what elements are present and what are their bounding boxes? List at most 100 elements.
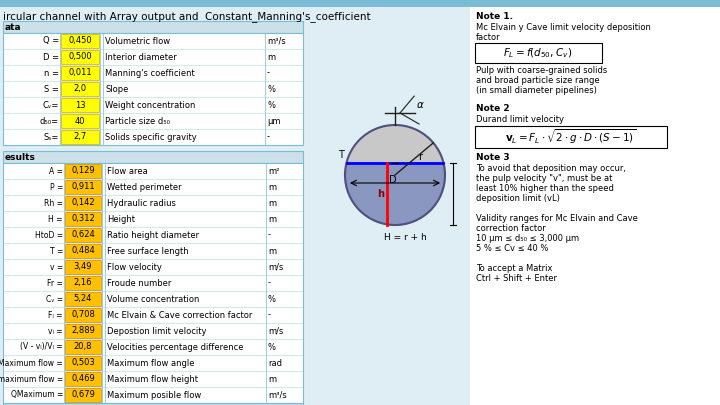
Text: Maximum posible flow: Maximum posible flow	[107, 390, 202, 399]
Text: deposition limit (vL): deposition limit (vL)	[476, 194, 560, 203]
Text: esults: esults	[5, 153, 36, 162]
Text: 5,24: 5,24	[74, 294, 92, 303]
Polygon shape	[346, 162, 444, 225]
Text: Manning's coefficient: Manning's coefficient	[105, 68, 194, 77]
Text: v =: v =	[50, 262, 63, 271]
FancyBboxPatch shape	[65, 276, 101, 290]
Text: A =: A =	[49, 166, 63, 175]
Text: Pulp with coarse-grained solids: Pulp with coarse-grained solids	[476, 66, 607, 75]
Text: Wetted perimeter: Wetted perimeter	[107, 183, 181, 192]
Text: -: -	[268, 311, 271, 320]
FancyBboxPatch shape	[65, 180, 101, 194]
FancyBboxPatch shape	[61, 34, 99, 48]
FancyBboxPatch shape	[0, 0, 720, 7]
FancyBboxPatch shape	[65, 388, 101, 402]
Text: 0,708: 0,708	[71, 311, 95, 320]
Text: Mc Elvain & Cave correction factor: Mc Elvain & Cave correction factor	[107, 311, 253, 320]
Text: Fₗ =: Fₗ =	[48, 311, 63, 320]
FancyBboxPatch shape	[470, 7, 720, 405]
Text: T =: T =	[50, 247, 63, 256]
Text: 3,49: 3,49	[73, 262, 92, 271]
Text: 0,911: 0,911	[71, 183, 95, 192]
Text: Slope: Slope	[105, 85, 128, 94]
Text: 0,503: 0,503	[71, 358, 95, 367]
Text: m: m	[268, 375, 276, 384]
Text: (V - vₗ)/Vₗ =: (V - vₗ)/Vₗ =	[20, 343, 63, 352]
Text: 0,484: 0,484	[71, 247, 95, 256]
Text: Mc Elvain y Cave limit velocity deposition: Mc Elvain y Cave limit velocity depositi…	[476, 23, 651, 32]
Text: 20,8: 20,8	[73, 343, 92, 352]
Text: Hydraulic radius: Hydraulic radius	[107, 198, 176, 207]
Text: 2,0: 2,0	[73, 85, 86, 94]
Text: %: %	[267, 100, 275, 109]
FancyBboxPatch shape	[65, 340, 101, 354]
Text: Maximum flow height: Maximum flow height	[107, 375, 198, 384]
FancyBboxPatch shape	[65, 164, 101, 178]
Text: vₗ =: vₗ =	[48, 326, 63, 335]
FancyBboxPatch shape	[61, 114, 99, 128]
Text: 2,889: 2,889	[71, 326, 95, 335]
Text: 0,679: 0,679	[71, 390, 95, 399]
Text: Flow velocity: Flow velocity	[107, 262, 162, 271]
Text: 13: 13	[75, 100, 85, 109]
Text: factor: factor	[476, 33, 500, 42]
Text: -: -	[267, 132, 270, 141]
FancyBboxPatch shape	[61, 82, 99, 96]
Text: T: T	[338, 149, 343, 160]
Text: Solids specific gravity: Solids specific gravity	[105, 132, 197, 141]
Text: Ctrl + Shift + Enter: Ctrl + Shift + Enter	[476, 274, 557, 283]
Text: αMaximum flow =: αMaximum flow =	[0, 358, 63, 367]
Text: μm: μm	[267, 117, 281, 126]
Text: Maximum flow angle: Maximum flow angle	[107, 358, 194, 367]
Text: 2,16: 2,16	[73, 279, 92, 288]
Text: rad: rad	[268, 358, 282, 367]
FancyBboxPatch shape	[475, 43, 602, 63]
Text: D =: D =	[43, 53, 59, 62]
Text: 5 % ≤ Cv ≤ 40 %: 5 % ≤ Cv ≤ 40 %	[476, 244, 549, 253]
Text: 0,469: 0,469	[71, 375, 95, 384]
Text: HtoD =: HtoD =	[35, 230, 63, 239]
Text: Note 1.: Note 1.	[476, 12, 513, 21]
Text: Weight concentration: Weight concentration	[105, 100, 195, 109]
Text: H = r + h: H = r + h	[384, 233, 426, 242]
Text: Sₛ=: Sₛ=	[44, 132, 59, 141]
Text: Q =: Q =	[42, 36, 59, 45]
FancyBboxPatch shape	[61, 98, 99, 112]
FancyBboxPatch shape	[65, 372, 101, 386]
Text: -: -	[267, 68, 270, 77]
Text: D: D	[390, 175, 397, 185]
Text: Rh =: Rh =	[44, 198, 63, 207]
Text: m: m	[268, 183, 276, 192]
Text: To accept a Matrix: To accept a Matrix	[476, 264, 552, 273]
Text: $\mathbf{v}_L = F_L \cdot \sqrt{2 \cdot g \cdot D \cdot (S-1)}$: $\mathbf{v}_L = F_L \cdot \sqrt{2 \cdot …	[505, 128, 636, 146]
FancyBboxPatch shape	[65, 260, 101, 274]
Text: 2,7: 2,7	[73, 132, 86, 141]
Text: Volume concentration: Volume concentration	[107, 294, 199, 303]
FancyBboxPatch shape	[475, 126, 667, 148]
Text: Velocities percentage difference: Velocities percentage difference	[107, 343, 243, 352]
Circle shape	[345, 125, 445, 225]
Text: Cᵥ=: Cᵥ=	[42, 100, 59, 109]
Text: -: -	[268, 230, 271, 239]
Text: Durand limit velocity: Durand limit velocity	[476, 115, 564, 124]
Text: P =: P =	[50, 183, 63, 192]
Text: Cᵥ =: Cᵥ =	[46, 294, 63, 303]
Text: m: m	[267, 53, 275, 62]
Text: Volumetric flow: Volumetric flow	[105, 36, 170, 45]
Text: 0,312: 0,312	[71, 215, 95, 224]
Text: Fr =: Fr =	[47, 279, 63, 288]
Text: m/s: m/s	[268, 262, 284, 271]
Text: ata: ata	[5, 23, 22, 32]
FancyBboxPatch shape	[61, 66, 99, 80]
FancyBboxPatch shape	[65, 228, 101, 242]
Text: $F_L = f(d_{50}, C_v)$: $F_L = f(d_{50}, C_v)$	[503, 46, 572, 60]
Text: α: α	[417, 100, 424, 110]
Text: m: m	[268, 247, 276, 256]
Text: 0,450: 0,450	[68, 36, 92, 45]
Text: QMaximum =: QMaximum =	[11, 390, 63, 399]
Text: Validity ranges for Mc Elvain and Cave: Validity ranges for Mc Elvain and Cave	[476, 214, 638, 223]
FancyBboxPatch shape	[3, 163, 303, 403]
Text: m²: m²	[268, 166, 279, 175]
FancyBboxPatch shape	[3, 33, 303, 145]
FancyBboxPatch shape	[3, 151, 303, 163]
